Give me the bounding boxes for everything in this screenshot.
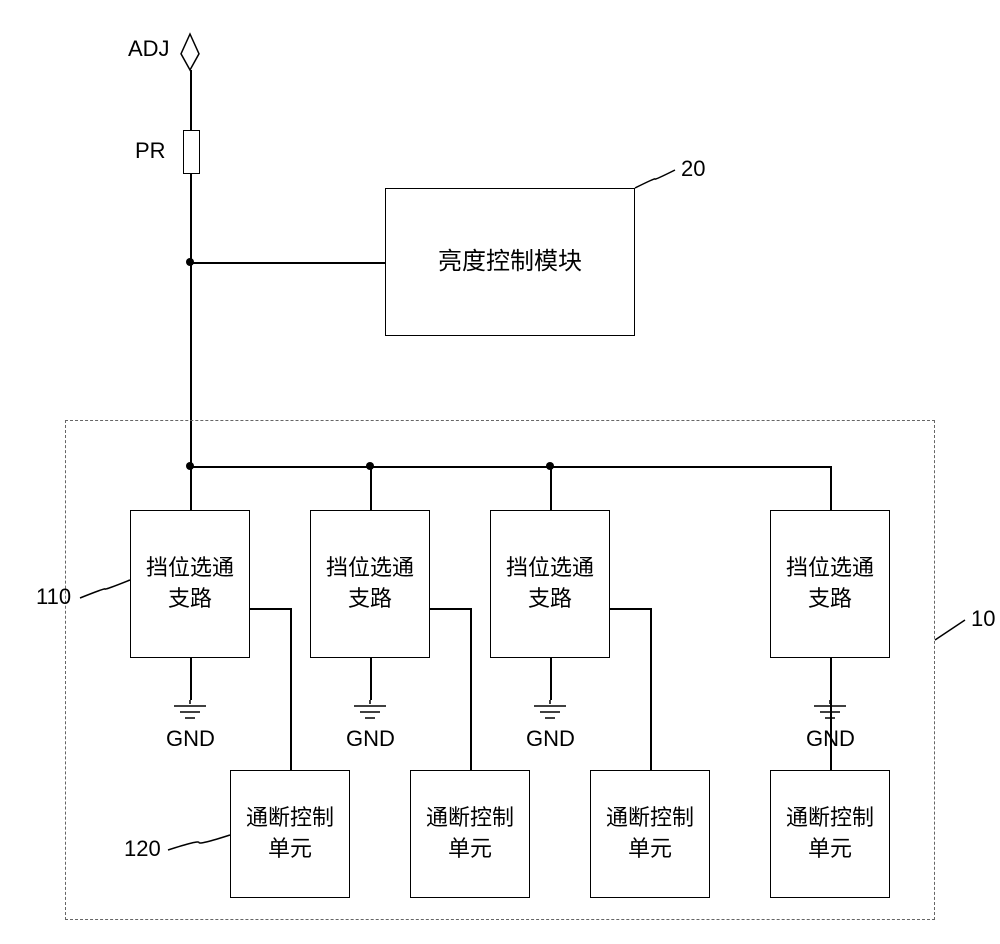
ground-icon <box>352 700 388 722</box>
adj-terminal-icon <box>181 34 199 70</box>
callout-leader <box>629 164 681 194</box>
on-off-control-unit: 通断控制 单元 <box>410 770 530 898</box>
on-off-control-unit: 通断控制 单元 <box>230 770 350 898</box>
diagram-canvas: ADJPR亮度控制模块挡位选通 支路通断控制 单元GND挡位选通 支路通断控制 … <box>0 0 1000 944</box>
ground-icon <box>172 700 208 722</box>
gear-selection-branch: 挡位选通 支路 <box>770 510 890 658</box>
gear-selection-branch: 挡位选通 支路 <box>490 510 610 658</box>
ground-icon <box>812 700 848 722</box>
ground-icon <box>532 700 568 722</box>
callout-leader <box>162 829 236 856</box>
callout-leader <box>74 574 136 604</box>
on-off-control-unit: 通断控制 单元 <box>770 770 890 898</box>
callout-leader <box>929 614 971 646</box>
gear-selection-branch: 挡位选通 支路 <box>130 510 250 658</box>
on-off-control-unit: 通断控制 单元 <box>590 770 710 898</box>
gear-selection-branch: 挡位选通 支路 <box>310 510 430 658</box>
brightness-control-module: 亮度控制模块 <box>385 188 635 336</box>
